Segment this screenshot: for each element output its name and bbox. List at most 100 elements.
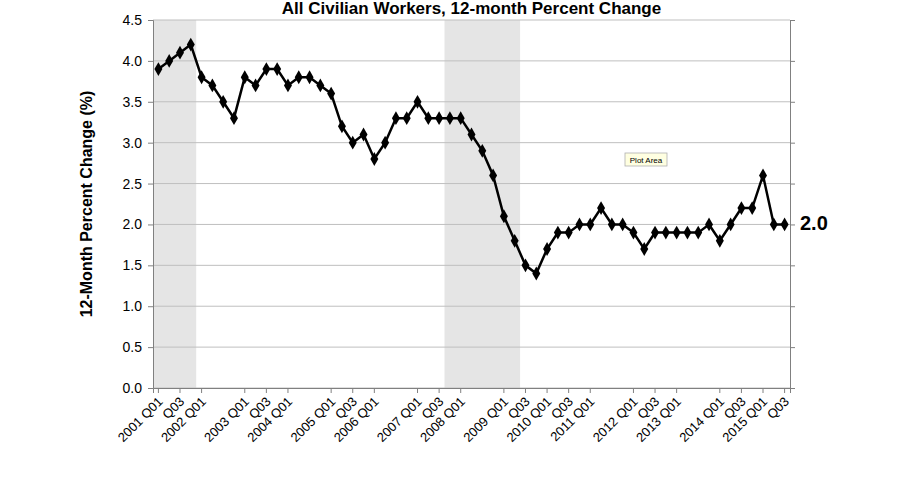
data-marker <box>673 226 681 240</box>
x-tick-label: 2003 Q01 <box>201 394 252 445</box>
y-tick-mark <box>148 347 153 348</box>
x-tick-mark <box>179 388 180 393</box>
y-tick-mark <box>148 265 153 266</box>
x-tick-label: 2004 Q01 <box>244 394 295 445</box>
grid-line <box>153 20 790 21</box>
y-tick: 3.5 <box>123 94 153 110</box>
y-tick-mark <box>148 102 153 103</box>
data-marker <box>295 70 303 84</box>
grid-line <box>153 224 790 225</box>
x-tick-mark <box>568 388 569 393</box>
y-tick-label: 4.0 <box>123 53 143 69</box>
data-marker <box>349 136 357 150</box>
x-tick: 2008 Q01 <box>417 388 468 445</box>
data-marker <box>608 218 616 232</box>
x-tick: 2002 Q01 <box>158 388 209 445</box>
y-tick: 1.5 <box>123 257 153 273</box>
right-tick <box>790 347 795 348</box>
right-tick-mark <box>790 102 795 103</box>
y-tick-label: 1.0 <box>123 298 143 314</box>
x-tick-mark <box>525 388 526 393</box>
data-marker <box>521 258 529 272</box>
x-tick-label: 2011 Q01 <box>547 394 597 444</box>
x-axis-line <box>154 389 791 394</box>
y-tick: 4.0 <box>123 53 153 69</box>
x-tick-label: 2008 Q01 <box>417 394 468 445</box>
data-marker <box>414 95 422 109</box>
data-marker <box>716 234 724 248</box>
y-axis: 0.00.51.01.52.02.53.03.54.04.5 <box>123 12 154 396</box>
right-tick <box>790 102 795 103</box>
data-marker <box>306 70 314 84</box>
x-tick-mark <box>244 388 245 393</box>
right-tick-mark <box>790 306 795 307</box>
series <box>154 38 788 281</box>
x-tick-mark <box>158 388 159 393</box>
data-marker <box>597 201 605 215</box>
shaded-period <box>445 20 521 388</box>
x-tick: 2004 Q01 <box>244 388 295 445</box>
plot-area-tip-text: Plot Area <box>630 156 663 165</box>
y-axis-line <box>148 21 154 389</box>
x-tick-mark <box>763 388 764 393</box>
x-tick-mark <box>784 388 785 393</box>
x-tick: 2009 Q01 <box>460 388 511 445</box>
right-tick <box>790 265 795 266</box>
grid-line <box>153 101 790 102</box>
data-marker <box>273 62 281 76</box>
data-marker <box>511 234 519 248</box>
x-tick-mark <box>655 388 656 393</box>
plot-area-tip: Plot Area <box>625 153 667 166</box>
y-tick: 3.0 <box>123 135 153 151</box>
x-tick-label: 2012 Q01 <box>590 394 641 445</box>
x-tick: 2003 Q01 <box>201 388 252 445</box>
data-marker <box>370 152 378 166</box>
data-marker <box>284 79 292 93</box>
x-tick-mark <box>417 388 418 393</box>
y-tick: 4.5 <box>123 12 153 28</box>
data-marker <box>381 136 389 150</box>
x-tick: 2015 Q01 <box>719 388 770 445</box>
x-tick: 2005 Q01 <box>287 388 338 445</box>
x-tick-label: 2002 Q01 <box>158 394 209 445</box>
x-tick-mark <box>352 388 353 393</box>
data-marker <box>424 111 432 125</box>
y-tick-mark <box>148 184 153 185</box>
x-tick-mark <box>331 388 332 393</box>
y-tick-label: 2.0 <box>123 216 143 232</box>
x-tick-label: 2005 Q01 <box>287 394 338 445</box>
x-tick-mark <box>741 388 742 393</box>
right-axis <box>790 21 795 389</box>
right-tick <box>790 184 795 185</box>
right-axis-line <box>791 21 796 389</box>
x-tick: 2010 Q01 <box>503 388 554 445</box>
data-marker <box>554 226 562 240</box>
data-marker <box>252 79 260 93</box>
data-marker <box>781 218 789 232</box>
right-tick-mark <box>790 265 795 266</box>
x-tick-mark <box>460 388 461 393</box>
x-tick: 2007 Q01 <box>374 388 425 445</box>
data-marker <box>176 46 184 60</box>
x-tick-label: 2014 Q01 <box>676 394 727 445</box>
right-tick-mark <box>790 61 795 62</box>
x-tick-label: 2007 Q01 <box>374 394 425 445</box>
y-tick-mark <box>148 388 153 389</box>
x-tick: 2014 Q01 <box>676 388 727 445</box>
data-marker <box>457 111 465 125</box>
data-marker <box>198 70 206 84</box>
y-tick-label: 3.0 <box>123 135 143 151</box>
data-marker <box>241 70 249 84</box>
data-marker <box>392 111 400 125</box>
data-marker <box>629 226 637 240</box>
y-tick: 0.0 <box>123 380 153 396</box>
x-tick: 2001 Q01 <box>115 388 166 445</box>
data-marker <box>500 209 508 223</box>
data-marker <box>619 218 627 232</box>
data-marker <box>565 226 573 240</box>
grid-line <box>153 142 790 143</box>
x-tick-label: 2015 Q01 <box>719 394 770 445</box>
y-tick: 0.5 <box>123 339 153 355</box>
x-tick-mark <box>547 388 548 393</box>
grid-line <box>153 347 790 348</box>
